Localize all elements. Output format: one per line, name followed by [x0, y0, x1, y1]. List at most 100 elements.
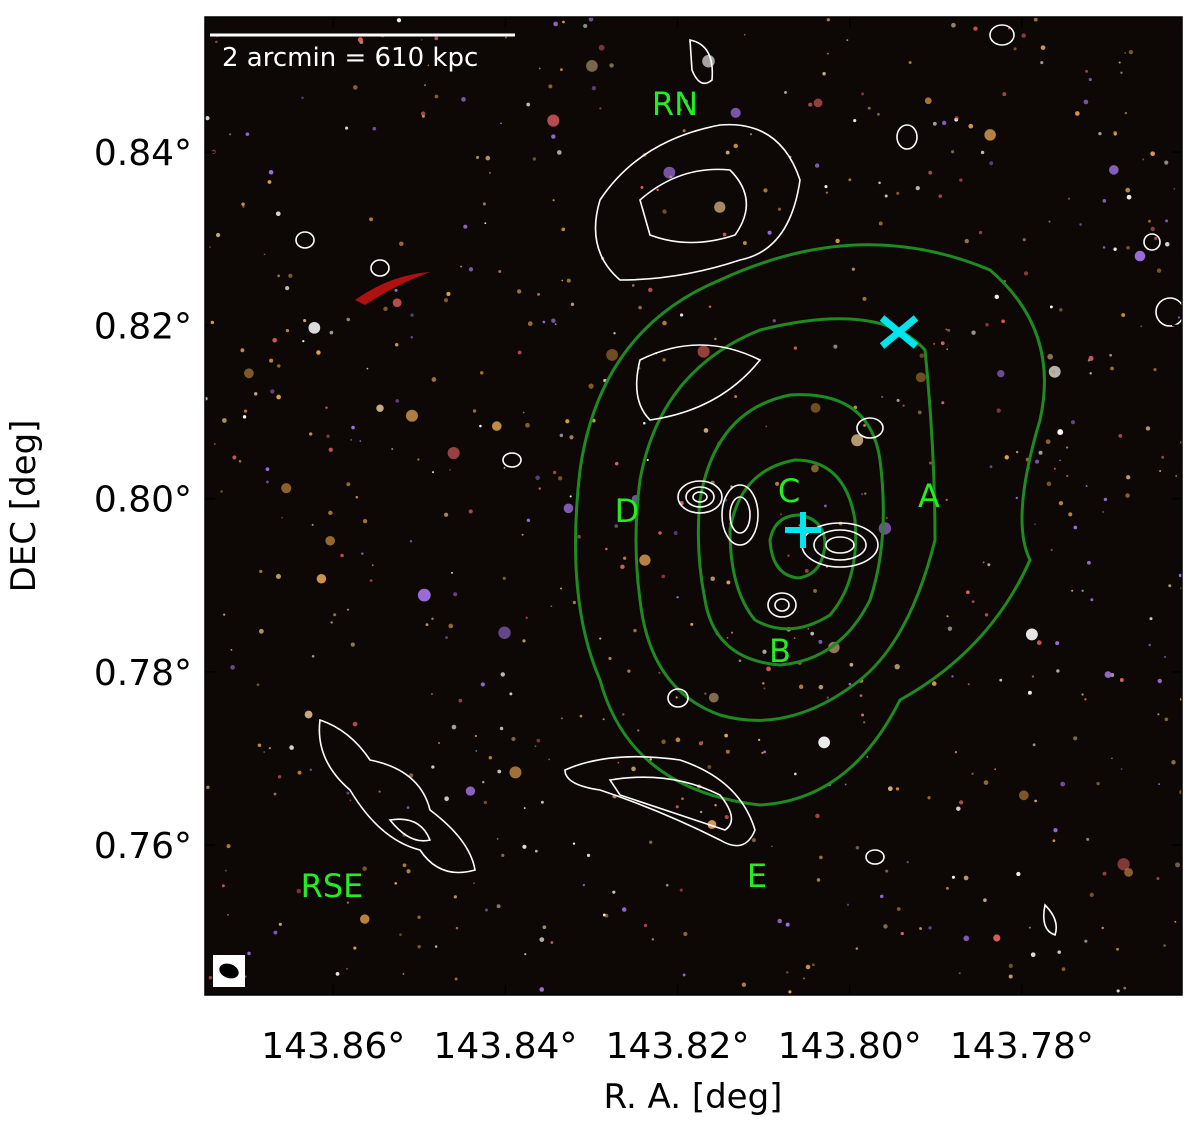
star [851, 434, 864, 447]
star [208, 975, 213, 980]
star [1177, 316, 1180, 319]
star [861, 713, 865, 717]
star [690, 622, 694, 626]
star [329, 330, 334, 335]
star [643, 421, 646, 425]
contours [295, 24, 1182, 937]
star [675, 737, 681, 743]
star [443, 298, 449, 303]
annotation: C [778, 472, 800, 510]
star [816, 878, 821, 882]
star [1159, 469, 1162, 473]
star [552, 470, 557, 475]
star [1113, 130, 1117, 135]
star [1175, 862, 1181, 868]
star [846, 903, 850, 906]
star [396, 18, 402, 23]
star [881, 395, 884, 399]
star [223, 613, 226, 616]
star [1102, 199, 1107, 203]
star [277, 775, 282, 779]
star [1148, 219, 1151, 223]
star [622, 907, 627, 912]
star [346, 901, 350, 904]
star [1089, 372, 1092, 375]
star [402, 972, 405, 975]
star [1034, 523, 1037, 526]
star [563, 503, 574, 514]
star [958, 972, 961, 975]
star [538, 487, 541, 490]
star [371, 564, 374, 567]
star [1048, 220, 1051, 223]
star [215, 40, 218, 44]
star [774, 647, 777, 651]
star [758, 738, 761, 742]
star [1060, 781, 1066, 787]
star [942, 120, 947, 126]
star [535, 475, 540, 481]
star [896, 907, 901, 911]
star [525, 616, 528, 620]
star [749, 133, 752, 136]
star [1084, 939, 1088, 943]
star [1154, 236, 1158, 241]
star [945, 328, 948, 331]
star [536, 738, 541, 743]
star [417, 944, 421, 949]
star [658, 531, 662, 535]
star [726, 580, 731, 585]
star [394, 288, 398, 292]
star [665, 883, 669, 887]
star [1110, 366, 1114, 371]
star [1083, 99, 1089, 105]
star [496, 838, 499, 840]
x-tick-label: 143.82° [606, 1026, 750, 1067]
annotation: D [615, 492, 640, 530]
star [399, 241, 404, 247]
star [273, 792, 277, 796]
star [651, 938, 654, 941]
star [509, 692, 513, 696]
star [808, 102, 813, 107]
star [784, 91, 787, 94]
star [818, 639, 823, 644]
star [864, 492, 867, 495]
y-tick-label: 0.78° [94, 653, 192, 694]
star [591, 85, 597, 91]
star [919, 353, 924, 358]
star [502, 576, 506, 580]
star [425, 623, 429, 627]
star [722, 232, 727, 237]
star [498, 626, 511, 639]
star [743, 33, 746, 36]
star [1085, 484, 1088, 488]
star [330, 621, 333, 624]
star [787, 554, 790, 557]
star [775, 481, 780, 486]
star [880, 894, 884, 899]
star [1120, 71, 1123, 74]
star [985, 322, 989, 327]
star [861, 92, 865, 96]
star [213, 443, 216, 445]
star [1086, 837, 1090, 841]
star [447, 447, 460, 460]
star [394, 882, 398, 885]
star [813, 98, 823, 108]
star [848, 178, 852, 182]
star [273, 930, 278, 935]
star [1164, 717, 1169, 722]
star [406, 806, 410, 809]
star [1142, 158, 1145, 161]
star [1149, 617, 1153, 621]
star [699, 810, 703, 814]
star [681, 797, 684, 801]
star [560, 587, 563, 590]
star [1008, 963, 1013, 968]
star [265, 467, 270, 472]
star [539, 937, 545, 942]
star [268, 169, 274, 175]
star [1021, 33, 1026, 38]
star [956, 806, 961, 811]
